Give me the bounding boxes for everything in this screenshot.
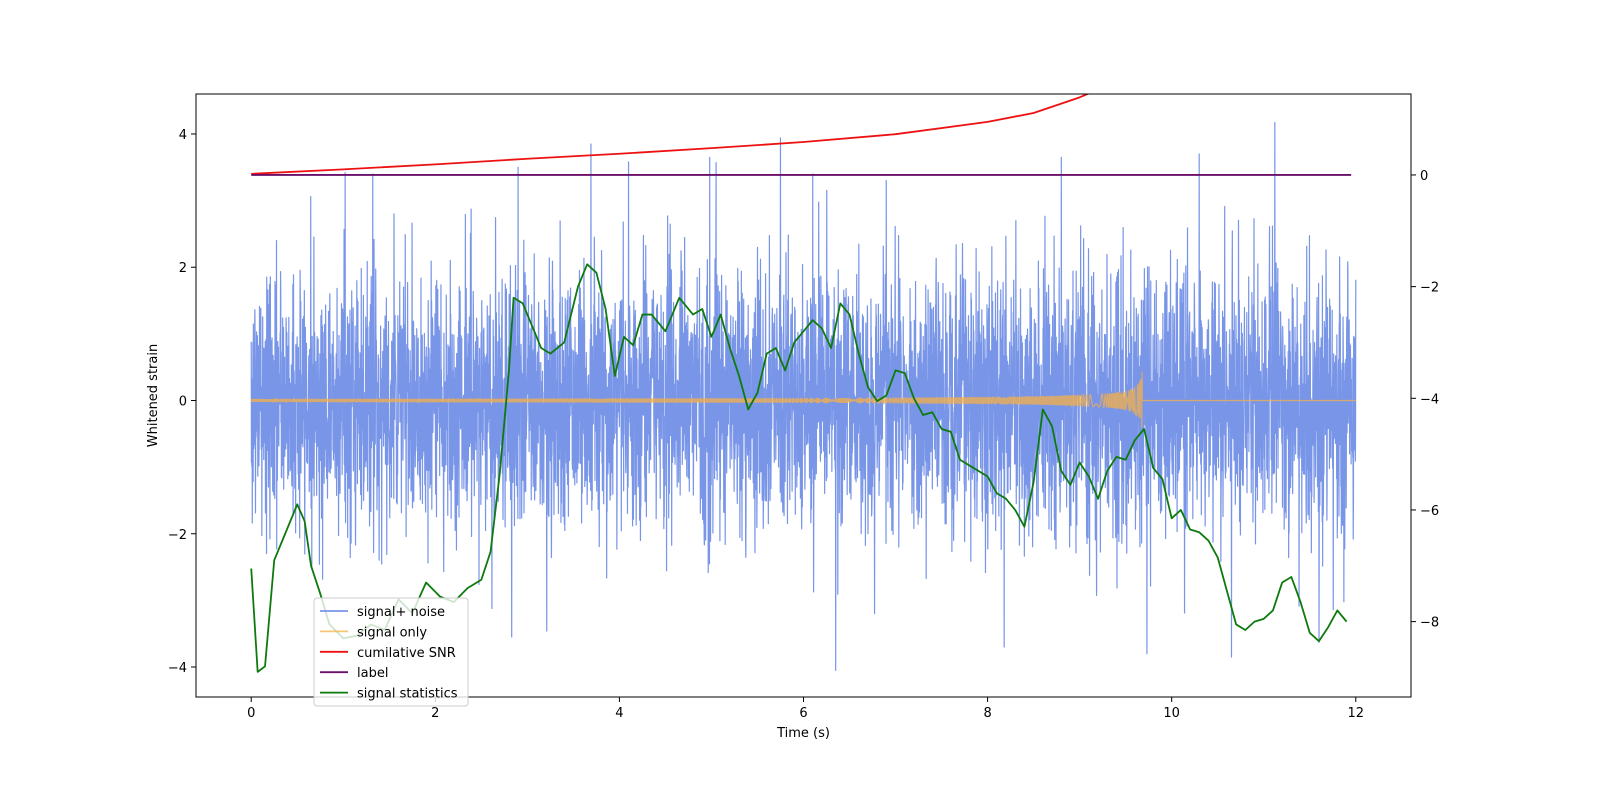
x-tick-label: 10	[1163, 706, 1180, 721]
y-axis-right: −8 −6 −4 −2 0	[1411, 169, 1439, 631]
series-signal-only	[250, 371, 1356, 428]
y-axis-left: −4 −2 0 2 4	[168, 128, 196, 676]
legend: signal+ noise signal only cumilative SNR la…	[313, 597, 469, 707]
x-tick-label: 4	[615, 706, 623, 721]
x-tick-label: 6	[799, 706, 807, 721]
legend-label: cumilative SNR	[357, 646, 456, 661]
x-tick-label: 8	[983, 706, 991, 721]
y-tick-label: 0	[179, 394, 187, 409]
y-tick-label: −4	[168, 661, 187, 676]
y-axis-label: Whitened strain	[146, 344, 161, 447]
legend-label: label	[357, 666, 388, 681]
legend-label: signal+ noise	[357, 605, 445, 620]
y-tick-label: −2	[168, 528, 187, 543]
y2-tick-label: −4	[1420, 392, 1439, 407]
x-tick-label: 2	[431, 706, 439, 721]
y2-tick-label: −6	[1420, 504, 1439, 519]
y-tick-label: 2	[179, 261, 187, 276]
legend-box	[313, 597, 469, 707]
series-layer	[250, 94, 1357, 673]
legend-label: signal only	[357, 625, 427, 640]
y2-tick-label: −8	[1420, 616, 1439, 631]
x-axis: 0 2 4 6 8 10 12	[247, 697, 1364, 721]
y2-tick-label: −2	[1420, 281, 1439, 296]
legend-label: signal statistics	[357, 687, 458, 702]
y-tick-label: 4	[179, 128, 187, 143]
x-tick-label: 0	[247, 706, 255, 721]
x-tick-label: 12	[1347, 706, 1364, 721]
series-signal-noise	[250, 122, 1357, 671]
y2-tick-label: 0	[1420, 169, 1428, 184]
x-axis-label: Time (s)	[776, 726, 830, 741]
series-cumilative-snr	[251, 94, 1090, 175]
